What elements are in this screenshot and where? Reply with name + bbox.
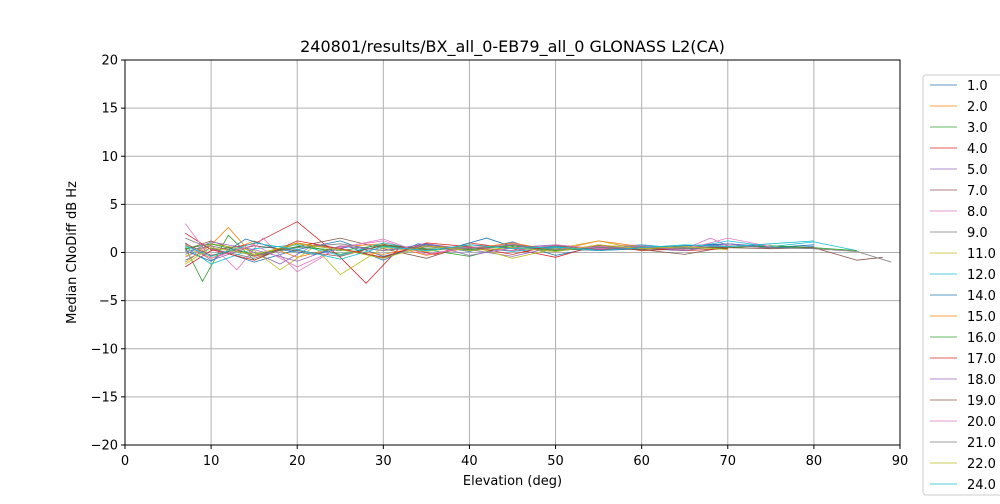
x-tick-label: 10 xyxy=(203,454,220,469)
legend-entry-label: 18.0 xyxy=(967,373,996,388)
x-tick-label: 90 xyxy=(892,454,909,469)
legend-entry-label: 20.0 xyxy=(967,415,996,430)
y-tick-label: 0 xyxy=(110,246,118,261)
legend-entry-label: 16.0 xyxy=(967,331,996,346)
legend-entry-label: 5.0 xyxy=(967,163,988,178)
y-tick-label: −10 xyxy=(91,342,118,357)
y-tick-label: 20 xyxy=(101,54,118,69)
series-line-19.0 xyxy=(185,243,883,261)
legend-entry-label: 21.0 xyxy=(967,436,996,451)
legend-entry-label: 7.0 xyxy=(967,184,988,199)
series-line-21.0 xyxy=(185,243,892,263)
legend-entry-label: 8.0 xyxy=(967,205,988,220)
legend-entry-label: 17.0 xyxy=(967,352,996,367)
x-tick-label: 40 xyxy=(461,454,478,469)
x-tick-label: 20 xyxy=(289,454,306,469)
legend-entry-label: 3.0 xyxy=(967,121,988,136)
y-axis-ticks: −20 −15 −10 −5 0 5 10 15 20 xyxy=(91,54,125,454)
x-tick-label: 0 xyxy=(121,454,129,469)
x-axis-label: Elevation (deg) xyxy=(463,474,562,489)
legend-box xyxy=(922,74,1000,496)
x-tick-label: 30 xyxy=(375,454,392,469)
y-tick-label: 5 xyxy=(110,198,118,213)
x-tick-label: 80 xyxy=(806,454,823,469)
y-axis-label: Median CNoDiff dB Hz xyxy=(65,181,80,324)
legend-entry-label: 15.0 xyxy=(967,310,996,325)
y-tick-label: 10 xyxy=(101,150,118,165)
legend-entry-label: 19.0 xyxy=(967,394,996,409)
y-tick-label: −15 xyxy=(91,390,118,405)
legend-entry-label: 2.0 xyxy=(967,100,988,115)
legend-entry-label: 14.0 xyxy=(967,289,996,304)
series-line-12.0 xyxy=(185,240,857,265)
x-tick-label: 50 xyxy=(547,454,564,469)
x-axis-ticks: 0 10 20 30 40 50 60 70 80 90 xyxy=(121,445,908,469)
legend-entry-label: 11.0 xyxy=(967,247,996,262)
legend-entry-label: 24.0 xyxy=(967,478,996,493)
legend-entry-label: 9.0 xyxy=(967,226,988,241)
chart-title: 240801/results/BX_all_0-EB79_all_0 GLONA… xyxy=(300,37,725,57)
legend: 1.0 2.0 3.0 4.0 5.0 7.0 8.0 9.0 11.0 12.0 14.0 15.0… xyxy=(922,74,1000,496)
x-tick-label: 60 xyxy=(633,454,650,469)
series-line-18.0 xyxy=(185,241,771,262)
y-tick-label: −20 xyxy=(91,439,118,454)
legend-entry-label: 1.0 xyxy=(967,79,988,94)
x-tick-label: 70 xyxy=(720,454,737,469)
y-tick-label: −5 xyxy=(99,294,118,309)
series-line-24.0 xyxy=(185,240,814,260)
legend-entry-label: 12.0 xyxy=(967,268,996,283)
series-lines xyxy=(184,221,892,284)
y-tick-label: 15 xyxy=(101,102,118,117)
legend-entry-label: 22.0 xyxy=(967,457,996,472)
legend-entry-label: 4.0 xyxy=(967,142,988,157)
